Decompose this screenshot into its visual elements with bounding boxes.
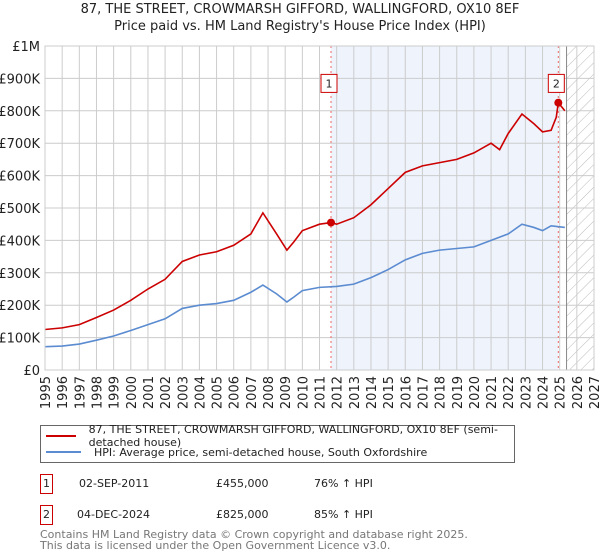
sale-hpi: 85% ↑ HPI bbox=[314, 508, 373, 521]
x-tick-label: 2027 bbox=[588, 376, 600, 409]
y-tick-label: £800K bbox=[0, 105, 40, 120]
sale-date: 02-SEP-2011 bbox=[79, 477, 150, 490]
y-tick-label: £0 bbox=[23, 364, 40, 379]
x-tick-label: 1995 bbox=[39, 376, 54, 409]
price-chart: £0 £100K £200K £300K £400K £500K £600K £700K £80… bbox=[0, 40, 600, 409]
x-tick-label: 2006 bbox=[228, 376, 243, 409]
sale-badge: 2 bbox=[40, 505, 53, 525]
x-tick-label: 2007 bbox=[245, 376, 260, 409]
x-tick-label: 2016 bbox=[399, 376, 414, 409]
x-tick-label: 2010 bbox=[296, 376, 311, 409]
y-tick-label: £600K bbox=[0, 170, 40, 185]
legend-label: HPI: Average price, semi-detached house,… bbox=[94, 445, 428, 459]
y-tick-label: £500K bbox=[0, 202, 40, 217]
x-tick-label: 2026 bbox=[571, 376, 586, 409]
x-tick-label: 2019 bbox=[451, 376, 466, 409]
x-tick-label: 2011 bbox=[314, 376, 329, 409]
x-tick-label: 2024 bbox=[537, 376, 552, 409]
sale-point bbox=[326, 218, 335, 227]
legend-swatch-blue bbox=[46, 451, 81, 453]
y-tick-label: £400K bbox=[0, 234, 40, 249]
footer: Contains HM Land Registry data © Crown c… bbox=[40, 529, 468, 551]
chart-subtitle: Price paid vs. HM Land Registry's House … bbox=[114, 19, 486, 34]
x-tick-label: 2002 bbox=[159, 376, 174, 409]
x-tick-label: 2001 bbox=[142, 376, 157, 409]
x-tick-label: 2015 bbox=[382, 376, 397, 409]
y-tick-label: £1M bbox=[12, 40, 40, 55]
chart-title: 87, THE STREET, CROWMARSH GIFFORD, WALLI… bbox=[80, 2, 520, 17]
x-tick-label: 2018 bbox=[434, 376, 449, 409]
sale-badge: 1 bbox=[40, 474, 53, 494]
legend-item-hpi: HPI: Average price, semi-detached house,… bbox=[46, 444, 427, 460]
x-tick-label: 2004 bbox=[193, 376, 208, 409]
x-tick-label: 1996 bbox=[56, 376, 71, 409]
hpi-line bbox=[44, 223, 565, 348]
x-tick-label: 2008 bbox=[262, 376, 277, 409]
x-tick-label: 2003 bbox=[176, 376, 191, 409]
x-tick-label: 2023 bbox=[519, 376, 534, 409]
x-tick-label: 1999 bbox=[108, 376, 123, 409]
y-tick-label: £300K bbox=[0, 267, 40, 282]
y-tick-label: £900K bbox=[0, 72, 40, 87]
legend-label: 87, THE STREET, CROWMARSH GIFFORD, WALLI… bbox=[88, 423, 498, 449]
sale-price: £455,000 bbox=[216, 477, 269, 490]
x-tick-label: 2017 bbox=[416, 376, 431, 409]
sale-point bbox=[554, 98, 563, 107]
footer-copyright: Contains HM Land Registry data © Crown c… bbox=[40, 528, 468, 541]
y-tick-label: £200K bbox=[0, 299, 40, 314]
footer-licence: This data is licensed under the Open Gov… bbox=[40, 539, 391, 552]
x-tick-label: 2025 bbox=[554, 376, 569, 409]
x-tick-label: 2000 bbox=[125, 376, 140, 409]
sale-label-box bbox=[320, 73, 338, 93]
plot-border bbox=[44, 45, 595, 371]
x-tick-label: 2022 bbox=[502, 376, 517, 409]
y-tick-label: £700K bbox=[0, 137, 40, 152]
sale-label: 2 bbox=[553, 77, 560, 90]
legend: 87, THE STREET, CROWMARSH GIFFORD, WALLI… bbox=[40, 423, 515, 463]
legend-swatch-red bbox=[46, 435, 76, 437]
sale-label: 1 bbox=[325, 77, 332, 90]
sale-date: 04-DEC-2024 bbox=[77, 508, 151, 521]
x-tick-label: 2009 bbox=[279, 376, 294, 409]
x-tick-label: 2014 bbox=[365, 376, 380, 409]
x-tick-label: 1997 bbox=[73, 376, 88, 409]
x-tick-label: 2013 bbox=[348, 376, 363, 409]
legend-item-property: 87, THE STREET, CROWMARSH GIFFORD, WALLI… bbox=[46, 423, 514, 449]
sale-price: £825,000 bbox=[216, 508, 269, 521]
x-tick-label: 2020 bbox=[468, 376, 483, 409]
sale-label-box bbox=[547, 73, 565, 93]
sale-hpi: 76% ↑ HPI bbox=[314, 477, 373, 490]
x-tick-label: 2012 bbox=[331, 376, 346, 409]
x-tick-label: 1998 bbox=[90, 376, 105, 409]
x-tick-label: 2005 bbox=[211, 376, 226, 409]
x-tick-label: 2021 bbox=[485, 376, 500, 409]
y-tick-label: £100K bbox=[0, 332, 40, 347]
